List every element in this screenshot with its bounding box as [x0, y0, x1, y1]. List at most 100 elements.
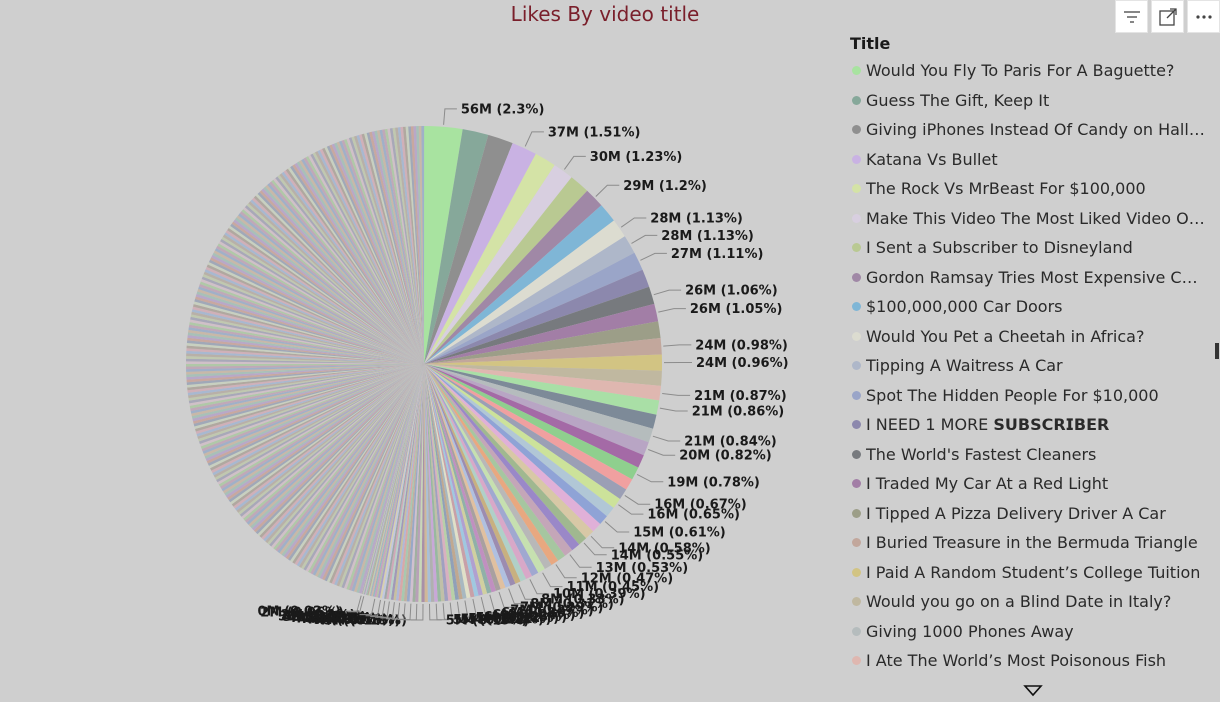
pie-slice[interactable]	[424, 190, 602, 364]
pie-slice[interactable]	[421, 364, 425, 603]
pie-slice-small[interactable]	[225, 364, 424, 498]
pie-slice-small[interactable]	[389, 128, 424, 364]
legend-item[interactable]: Giving 1000 Phones Away	[848, 617, 1216, 647]
pie-slice[interactable]	[381, 364, 424, 599]
pie-slice-small[interactable]	[214, 247, 424, 364]
pie-slice-small[interactable]	[203, 271, 424, 364]
pie-slice-small[interactable]	[186, 364, 424, 386]
pie-slice-small[interactable]	[244, 364, 424, 523]
pie-slice-small[interactable]	[263, 186, 424, 364]
pie-slice-small[interactable]	[205, 364, 424, 462]
pie-slice[interactable]	[424, 269, 650, 364]
pie-slice-small[interactable]	[210, 257, 424, 364]
legend-item[interactable]: Would You Fly To Paris For A Baguette?	[848, 56, 1216, 86]
pie-slice-small[interactable]	[198, 286, 424, 364]
pie-slice-small[interactable]	[243, 364, 424, 521]
legend-item[interactable]: Would You Pet a Cheetah in Africa?	[848, 322, 1216, 352]
pie-slice-small[interactable]	[199, 364, 424, 447]
pie-slice-small[interactable]	[186, 364, 424, 375]
pie-slice-small[interactable]	[351, 136, 424, 365]
pie-slice-small[interactable]	[387, 128, 424, 364]
pie-slice-small[interactable]	[214, 364, 424, 480]
pie-slice[interactable]	[424, 364, 527, 582]
pie-slice-small[interactable]	[251, 364, 424, 531]
pie-slice[interactable]	[424, 364, 438, 602]
pie-slice[interactable]	[424, 364, 601, 532]
legend-item[interactable]: I Sent a Subscriber to Disneyland	[848, 233, 1216, 263]
pie-slice[interactable]	[424, 364, 559, 565]
pie-slice-small[interactable]	[405, 126, 424, 365]
pie-slice-small[interactable]	[198, 283, 424, 364]
pie-slice[interactable]	[424, 129, 489, 364]
pie-slice-small[interactable]	[283, 364, 424, 558]
pie-slice-small[interactable]	[329, 144, 424, 364]
pie-slice-small[interactable]	[197, 288, 424, 364]
pie-slice-small[interactable]	[395, 127, 424, 364]
pie-slice-small[interactable]	[379, 129, 424, 364]
pie-slice[interactable]	[388, 364, 424, 600]
pie-slice[interactable]	[384, 364, 424, 599]
pie-slice-small[interactable]	[298, 364, 424, 568]
pie-slice-small[interactable]	[234, 364, 424, 511]
pie-slice-small[interactable]	[353, 364, 424, 593]
pie-slice-small[interactable]	[366, 132, 424, 364]
legend-item[interactable]: Gordon Ramsay Tries Most Expensive Cho..…	[848, 263, 1216, 293]
pie-slice-small[interactable]	[271, 364, 424, 549]
pie-slice-small[interactable]	[217, 364, 424, 485]
pie-slice-small[interactable]	[369, 131, 424, 364]
pie-slice[interactable]	[372, 364, 424, 597]
pie-slice[interactable]	[424, 364, 452, 601]
pie-slice-small[interactable]	[189, 364, 424, 409]
pie-slice[interactable]	[364, 364, 424, 595]
pie-slice-small[interactable]	[408, 126, 424, 364]
pie-slice-small[interactable]	[227, 364, 424, 501]
pie-slice-small[interactable]	[341, 139, 425, 364]
pie-slice-small[interactable]	[301, 364, 424, 570]
pie-slice-small[interactable]	[285, 168, 424, 364]
pie-slice-small[interactable]	[200, 364, 424, 449]
pie-slice-small[interactable]	[319, 364, 424, 580]
pie-slice[interactable]	[424, 364, 620, 508]
pie-slice[interactable]	[424, 364, 445, 602]
legend-item[interactable]: Make This Video The Most Liked Video On.…	[848, 204, 1216, 234]
pie-slice[interactable]	[424, 205, 614, 364]
pie-slice-small[interactable]	[239, 211, 424, 364]
legend-item[interactable]: I NEED 1 MORE 𝗦𝗨𝗕𝗦𝗖𝗥𝗜𝗕𝗘𝗥	[848, 410, 1216, 440]
pie-slice-small[interactable]	[234, 217, 424, 364]
pie-slice-small[interactable]	[273, 364, 424, 550]
pie-slice-small[interactable]	[190, 364, 424, 414]
pie-slice[interactable]	[424, 303, 659, 364]
pie-slice[interactable]	[424, 364, 501, 591]
pie-slice-small[interactable]	[208, 259, 424, 364]
pie-slice[interactable]	[424, 364, 545, 573]
pie-slice-small[interactable]	[255, 364, 424, 535]
pie-slice-small[interactable]	[374, 130, 424, 364]
pie-slice-small[interactable]	[231, 221, 424, 364]
legend-item[interactable]: I Tipped A Pizza Delivery Driver A Car	[848, 499, 1216, 529]
pie-slice-small[interactable]	[277, 364, 424, 554]
pie-slice-small[interactable]	[273, 178, 424, 364]
pie-slice-small[interactable]	[191, 309, 424, 364]
pie-slice-small[interactable]	[413, 126, 424, 364]
pie-slice-small[interactable]	[312, 364, 424, 576]
pie-slice-small[interactable]	[418, 126, 424, 364]
pie-slice-small[interactable]	[416, 126, 424, 364]
pie-slice[interactable]	[363, 364, 424, 595]
pie-slice[interactable]	[424, 364, 532, 580]
pie-slice-small[interactable]	[230, 364, 424, 505]
pie-slice-small[interactable]	[259, 364, 424, 538]
pie-slice-small[interactable]	[211, 254, 424, 364]
pie-slice-small[interactable]	[376, 130, 424, 364]
pie-slice-small[interactable]	[329, 364, 424, 584]
pie-slice-small[interactable]	[186, 364, 424, 388]
pie-slice-small[interactable]	[303, 364, 424, 571]
pie-slice[interactable]	[377, 364, 424, 598]
pie-slice-small[interactable]	[207, 261, 424, 364]
pie-slice-small[interactable]	[384, 128, 424, 364]
pie-slice-small[interactable]	[338, 364, 424, 588]
pie-slice-small[interactable]	[205, 266, 424, 364]
pie-slice-small[interactable]	[314, 364, 424, 577]
pie-slice-small[interactable]	[213, 364, 424, 478]
pie-slice[interactable]	[368, 364, 424, 596]
more-options-button[interactable]	[1187, 0, 1220, 33]
